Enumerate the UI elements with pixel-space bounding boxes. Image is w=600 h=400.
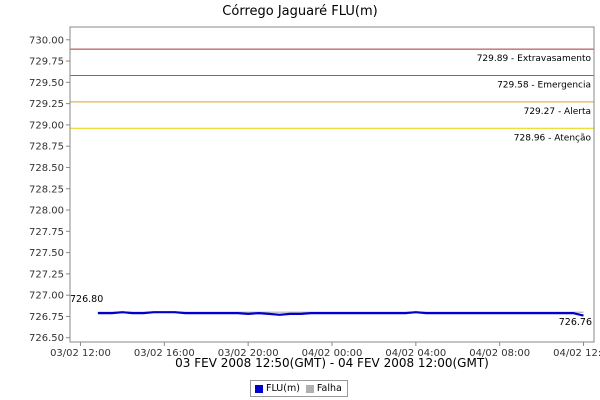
x-axis-label: 03 FEV 2008 12:50(GMT) - 04 FEV 2008 12:… [175,356,489,370]
legend-item-flu: FLU(m) [255,383,300,394]
threshold-label: 729.89 - Extravasamento [477,54,592,64]
x-tick-label: 03/02 20:00 [218,348,279,359]
y-tick-label: 727.00 [29,291,64,302]
y-tick-label: 729.00 [29,120,64,131]
y-tick-label: 729.50 [29,78,64,89]
legend-label-flu: FLU(m) [266,383,300,394]
y-tick-label: 727.50 [29,248,64,259]
legend-label-falha: Falha [316,383,342,394]
end-value-label: 726.76 [559,317,592,328]
y-tick-label: 729.75 [29,57,64,68]
start-value-label: 726.80 [70,294,103,305]
x-tick-label: 03/02 12:00 [50,348,111,359]
y-tick-label: 729.25 [29,99,64,110]
x-tick-label: 04/02 00:00 [302,348,363,359]
legend-swatch-flu [255,384,263,393]
y-tick-label: 726.75 [29,312,64,323]
y-tick-label: 728.00 [29,206,64,217]
x-tick-label: 04/02 08:00 [469,348,530,359]
x-tick-label: 03/02 16:00 [134,348,195,359]
plot-area [69,26,595,343]
threshold-label: 729.27 - Alerta [524,107,591,117]
y-tick-label: 726.50 [29,333,64,344]
y-tick-label: 727.25 [29,269,64,280]
legend-item-falha: Falha [305,383,342,394]
chart-title: Córrego Jaguaré FLU(m) [222,4,377,19]
legend: FLU(m) Falha [250,380,348,397]
y-tick-label: 728.25 [29,184,64,195]
threshold-label: 729.58 - Emergencia [497,81,591,91]
x-tick-label: 04/02 12:00 [553,348,600,359]
series-line-flu [97,311,584,317]
legend-swatch-falha [305,384,314,393]
y-tick-label: 728.75 [29,142,64,153]
y-tick-label: 727.75 [29,227,64,238]
x-tick-label: 04/02 04:00 [385,348,446,359]
threshold-label: 728.96 - Atenção [514,133,592,143]
y-tick-label: 728.50 [29,163,64,174]
y-tick-label: 730.00 [29,35,64,46]
